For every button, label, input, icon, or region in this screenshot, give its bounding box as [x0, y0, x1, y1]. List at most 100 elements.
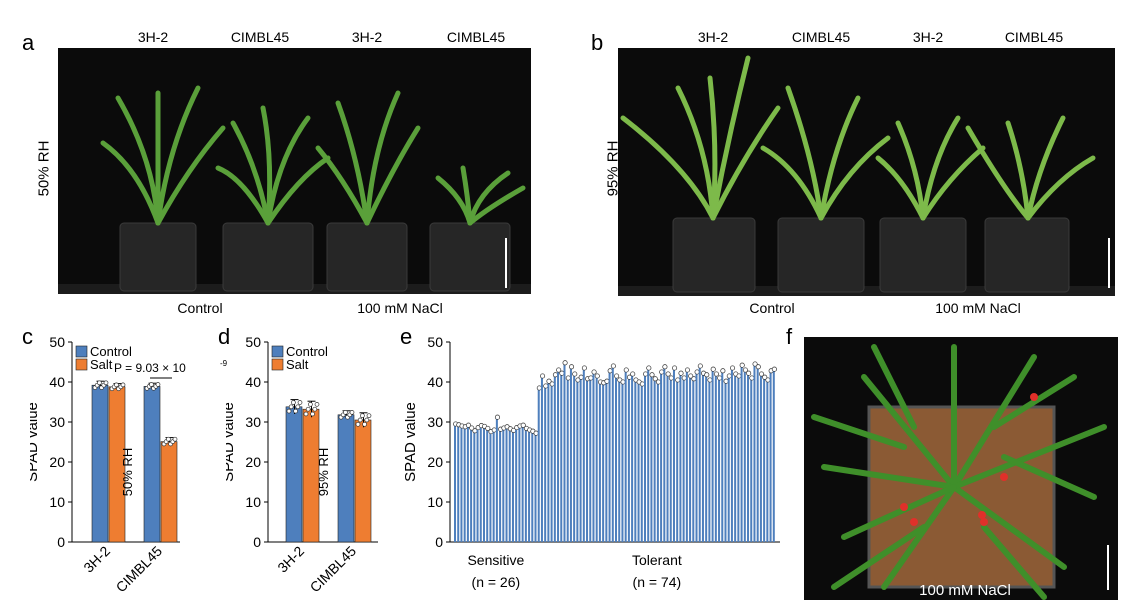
- panel-e-label: e: [400, 324, 413, 349]
- bar: [492, 430, 495, 542]
- data-point: [588, 375, 594, 381]
- data-point: [314, 402, 320, 407]
- inset-rh-label: 50% RH: [120, 448, 135, 496]
- data-point: [469, 425, 475, 431]
- data-point: [755, 364, 761, 370]
- inset-rh-label: 95% RH: [316, 448, 331, 496]
- data-point: [308, 402, 313, 407]
- data-point: [771, 366, 777, 372]
- y-tick-label: 10: [427, 494, 443, 510]
- data-point: [297, 400, 303, 405]
- data-point: [742, 367, 748, 373]
- data-point: [155, 382, 161, 387]
- data-point: [581, 365, 587, 371]
- data-point: [710, 366, 716, 372]
- panel-a-plants-illustration: [58, 85, 531, 294]
- data-point: [293, 408, 298, 414]
- bar: [734, 374, 737, 542]
- bar: [508, 428, 511, 542]
- bar: [489, 431, 492, 542]
- bar: [540, 376, 543, 542]
- bar: [650, 374, 653, 542]
- bar: [586, 378, 589, 542]
- data-point: [752, 361, 758, 367]
- data-point: [520, 422, 526, 428]
- bar: [537, 388, 540, 542]
- legend-label: Salt: [286, 357, 309, 372]
- bar: [460, 426, 463, 542]
- bar: [495, 417, 498, 542]
- bar-salt: [160, 441, 178, 543]
- group-label: Sensitive: [467, 552, 524, 568]
- data-point: [678, 370, 684, 376]
- bar: [621, 382, 624, 542]
- bar-control: [285, 406, 303, 543]
- data-point: [704, 372, 710, 378]
- bar: [457, 424, 460, 542]
- data-point: [295, 404, 301, 410]
- data-point: [536, 385, 542, 391]
- bar: [666, 374, 669, 542]
- bar: [747, 373, 750, 542]
- y-tick-label: 50: [245, 334, 261, 350]
- data-point: [364, 417, 370, 423]
- bar: [695, 372, 698, 542]
- bar: [563, 362, 566, 542]
- data-point: [303, 411, 309, 417]
- y-tick-label: 20: [49, 454, 65, 470]
- data-point: [594, 373, 600, 379]
- bar: [518, 426, 521, 542]
- bar: [579, 377, 582, 542]
- bar: [772, 369, 775, 542]
- data-point: [691, 376, 697, 382]
- data-point: [565, 375, 571, 381]
- data-point: [630, 371, 636, 377]
- data-point: [362, 421, 367, 427]
- panel-d-chart: 0 10 20 30 40 50 SPAD value 3H-2 CIMBL45 ControlS…: [226, 334, 378, 595]
- data-point: [668, 375, 674, 381]
- data-point: [494, 414, 501, 420]
- bar: [582, 368, 585, 542]
- data-point: [675, 377, 681, 383]
- bar: [756, 366, 759, 542]
- bar: [608, 370, 611, 542]
- y-tick-label: 10: [49, 494, 65, 510]
- bar: [557, 370, 560, 542]
- data-point: [746, 370, 752, 376]
- panel-f-caption: 100 mM NaCl: [919, 582, 1011, 599]
- bar: [708, 380, 711, 542]
- data-point: [643, 371, 649, 377]
- panel-c-chart: 0 10 20 30 40 50 SPAD value 3H-2 CIMBL45 ControlS…: [30, 334, 228, 595]
- legend-swatch: [271, 345, 284, 358]
- bar: [724, 381, 727, 542]
- bar: [737, 376, 740, 542]
- bar: [605, 381, 608, 542]
- bar: [634, 380, 637, 542]
- bar: [479, 425, 482, 542]
- bar-control: [143, 386, 161, 543]
- bar: [769, 370, 772, 542]
- data-point: [717, 375, 723, 381]
- panel-f-plant-photo: [804, 337, 1118, 600]
- data-point: [662, 364, 668, 370]
- bar: [656, 382, 659, 542]
- y-axis-label: SPAD value: [405, 402, 419, 482]
- bar: [669, 378, 672, 542]
- pot: [119, 222, 511, 292]
- data-point: [729, 365, 736, 371]
- panel-b-condition-control: Control: [749, 300, 795, 316]
- scale-bar: [505, 238, 507, 288]
- bar: [689, 376, 692, 542]
- data-point: [357, 417, 363, 423]
- bar: [576, 380, 579, 542]
- panel-a-condition-nacl: 100 mM NaCl: [357, 300, 443, 316]
- panel-b-plants-illustration: [618, 55, 1115, 296]
- panel-a-genotype-2: CIMBL45: [230, 29, 290, 45]
- legend-swatch: [271, 358, 284, 371]
- bar: [511, 430, 514, 542]
- data-point: [549, 381, 555, 387]
- y-tick-label: 40: [427, 374, 443, 390]
- bar: [759, 374, 762, 542]
- bar: [573, 374, 576, 542]
- data-point: [97, 380, 102, 386]
